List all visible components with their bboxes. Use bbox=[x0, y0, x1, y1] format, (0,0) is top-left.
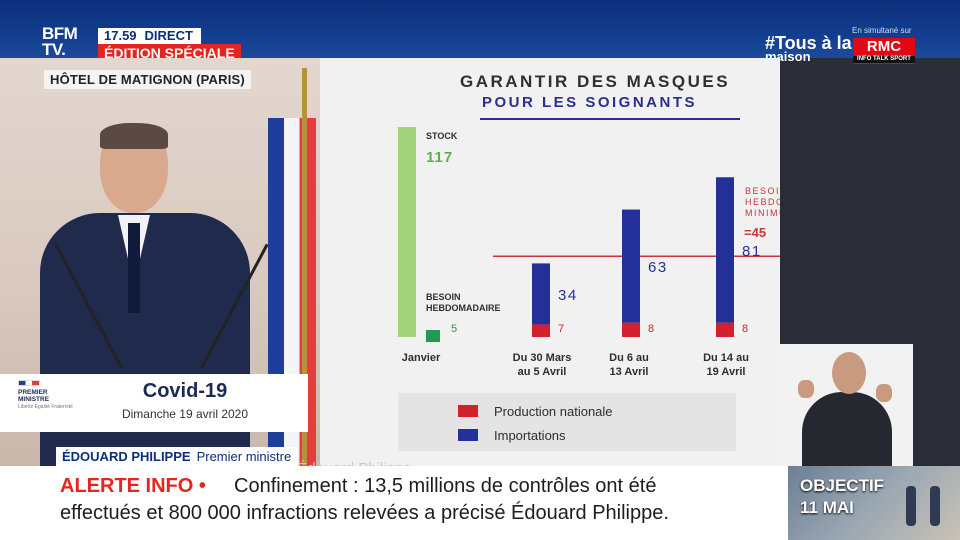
speaker-name-bar: ÉDOUARD PHILIPPE Premier ministre bbox=[56, 447, 298, 466]
label-production-3: 8 bbox=[742, 323, 748, 335]
pm-logo-motto: Liberté Égalité Fraternité bbox=[18, 404, 73, 410]
interpreter-hand-right bbox=[876, 384, 892, 402]
masks-bar-chart: STOCK117BESOINHEBDOMADAIRE5BESOINHEBDOMA… bbox=[398, 127, 780, 378]
interpreter-body bbox=[802, 392, 892, 468]
bar-production-2 bbox=[622, 322, 640, 337]
speaker-hair bbox=[100, 123, 168, 149]
hashtag-line-1: #Tous à la bbox=[765, 33, 852, 53]
bar-production-1 bbox=[532, 324, 550, 337]
stock-value: 117 bbox=[426, 149, 453, 166]
alert-info-label: ALERTE INFO • bbox=[60, 475, 206, 497]
bar-imports-1 bbox=[532, 263, 550, 325]
bar-imports-2 bbox=[622, 209, 640, 323]
clock-time: 17.59 bbox=[98, 28, 143, 44]
label-imports-2: 63 bbox=[648, 259, 668, 276]
reference-label-1: HEBDOMADAIRE bbox=[745, 197, 780, 207]
weekly-need-label-0: BESOIN bbox=[426, 292, 461, 302]
alert-text-line-1: Confinement : 13,5 millions de contrôles… bbox=[234, 475, 657, 497]
pm-logo-line-2: MINISTRE bbox=[18, 396, 50, 403]
masks-chart-slide: GARANTIR DES MASQUES POUR LES SOIGNANTS … bbox=[320, 58, 780, 468]
weekly-need-label-1: HEBDOMADAIRE bbox=[426, 303, 501, 313]
category-label-0-0: Janvier bbox=[402, 352, 441, 364]
label-production-1: 7 bbox=[558, 323, 564, 335]
legend-item-imports: Importations bbox=[458, 427, 566, 443]
time-live-box: 17.59 DIRECT bbox=[98, 28, 201, 44]
bar-stock bbox=[398, 127, 416, 337]
objectif-11-mai-promo: OBJECTIF 11 MAI bbox=[788, 466, 960, 540]
podium-title: Covid-19 bbox=[142, 380, 228, 402]
logo-line-2: TV. bbox=[42, 40, 66, 59]
category-label-1-0: Du 30 Mars bbox=[513, 352, 572, 364]
reference-label-2: MINIMUM bbox=[745, 208, 780, 218]
sign-language-interpreter bbox=[780, 344, 913, 468]
category-label-1-1: au 5 Avril bbox=[518, 366, 567, 378]
category-label-3-1: 19 Avril bbox=[707, 366, 746, 378]
alert-text-line-2: effectués et 800 000 infractions relevée… bbox=[60, 502, 669, 524]
category-label-2-0: Du 6 au bbox=[609, 352, 649, 364]
legend-label-imports: Importations bbox=[494, 427, 566, 443]
speaker-role: Premier ministre bbox=[196, 449, 292, 464]
promo-line-1: OBJECTIF bbox=[800, 476, 885, 495]
podium-date: Dimanche 19 avril 2020 bbox=[121, 407, 249, 421]
rmc-logo: RMC INFO TALK SPORT bbox=[853, 38, 915, 64]
marianne-flag-icon bbox=[18, 380, 40, 386]
podium-sign: PREMIER MINISTRE Liberté Égalité Fratern… bbox=[0, 374, 308, 432]
location-label: HÔTEL DE MATIGNON (PARIS) bbox=[44, 70, 251, 89]
reference-label-0: BESOIN bbox=[745, 186, 780, 196]
rmc-logo-text: RMC bbox=[866, 38, 902, 55]
premier-ministre-logo: PREMIER MINISTRE Liberté Égalité Fratern… bbox=[18, 380, 78, 411]
stock-label: STOCK bbox=[426, 131, 458, 141]
legend-swatch-imports bbox=[458, 429, 478, 441]
reference-value: =45 bbox=[744, 225, 766, 240]
bfmtv-logo: BFM TV. bbox=[42, 24, 78, 59]
interpreter-head bbox=[832, 352, 866, 394]
simulcast-label: En simultané sur bbox=[852, 26, 912, 35]
interpreter-hand-left bbox=[798, 380, 814, 398]
title-underline bbox=[480, 118, 740, 120]
promo-person-2 bbox=[930, 486, 940, 526]
slide-title-line-2: POUR LES SOIGNANTS bbox=[482, 94, 698, 111]
live-badge: DIRECT bbox=[142, 28, 201, 44]
label-imports-3: 81 bbox=[742, 243, 762, 260]
bar-imports-3 bbox=[716, 177, 734, 323]
promo-line-2: 11 MAI bbox=[800, 498, 854, 517]
speaker-name: ÉDOUARD PHILIPPE bbox=[62, 449, 191, 464]
promo-person-1 bbox=[906, 486, 916, 526]
logo-line-1: BFM bbox=[42, 24, 78, 43]
category-label-2-1: 13 Avril bbox=[610, 366, 649, 378]
rmc-logo-subtext: INFO TALK SPORT bbox=[853, 56, 915, 63]
weekly-need-value: 5 bbox=[451, 323, 457, 335]
legend-label-production: Production nationale bbox=[494, 403, 613, 419]
label-production-2: 8 bbox=[648, 323, 654, 335]
speaker-tie bbox=[128, 223, 140, 313]
legend-swatch-production bbox=[458, 405, 478, 417]
label-imports-1: 34 bbox=[558, 287, 578, 304]
bar-production-3 bbox=[716, 322, 734, 337]
bar-weekly-need bbox=[426, 330, 440, 343]
category-label-3-0: Du 14 au bbox=[703, 352, 749, 364]
pm-logo-line-1: PREMIER bbox=[18, 389, 48, 396]
alert-info-banner: ALERTE INFO • Confinement : 13,5 million… bbox=[0, 466, 788, 540]
legend-item-production: Production nationale bbox=[458, 403, 613, 419]
flag-pole bbox=[302, 68, 307, 468]
slide-title-line-1: GARANTIR DES MASQUES bbox=[460, 72, 731, 91]
chart-legend: Production nationale Importations bbox=[398, 393, 736, 451]
